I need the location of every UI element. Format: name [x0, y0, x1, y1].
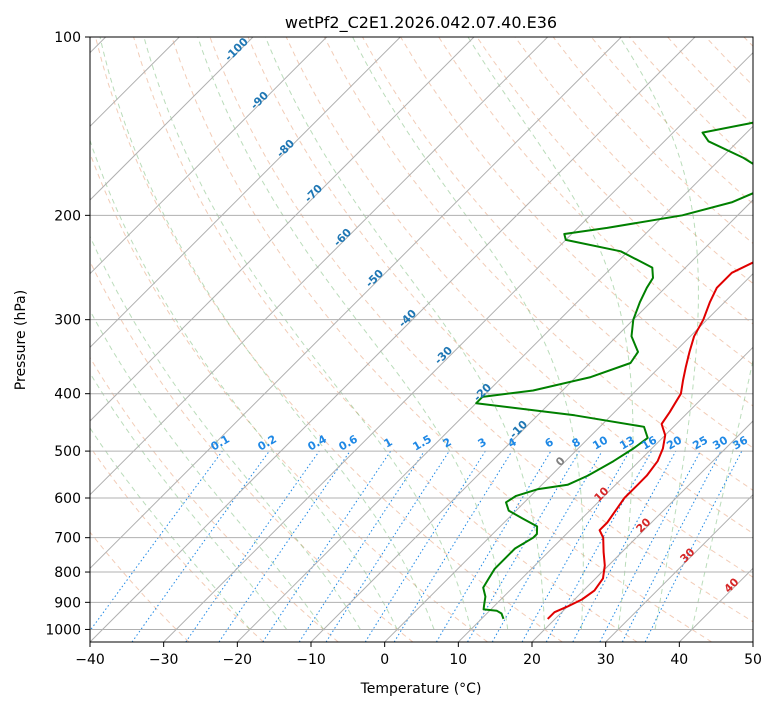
dry-adiabat-line — [90, 445, 264, 642]
x-tick-label: −20 — [223, 652, 253, 668]
isotherm-line — [90, 37, 696, 642]
mixing-ratio-line — [262, 450, 392, 642]
background-lines — [90, 37, 753, 642]
mixing-ratio-line — [90, 450, 223, 632]
dry-adiabat-line — [514, 37, 753, 285]
dry-adiabat-line — [95, 37, 563, 642]
moist-adiabat-line — [90, 427, 251, 630]
x-tick-label: −40 — [75, 652, 105, 668]
y-tick-label: 400 — [54, 387, 81, 403]
y-tick-label: 100 — [54, 30, 81, 46]
y-tick-label: 500 — [54, 444, 81, 460]
isotherm-line — [90, 37, 254, 201]
y-tick-label: 200 — [54, 208, 81, 224]
moist-adiabat-line — [264, 37, 546, 630]
moist-adiabat-line — [90, 235, 361, 630]
dry-adiabat-line — [90, 356, 339, 642]
isotherm-line — [236, 125, 753, 642]
isotherm-line — [90, 37, 328, 275]
moist-adiabat-line — [691, 357, 753, 630]
isotherm-line — [457, 346, 753, 642]
isotherm-line — [163, 51, 753, 642]
moist-adiabat-line — [90, 138, 398, 630]
y-tick-label: 600 — [54, 491, 81, 507]
x-tick-label: 0 — [380, 652, 389, 668]
isotherm-line — [90, 37, 475, 422]
moist-adiabat-line — [352, 37, 584, 630]
chart-title: wetPf2_C2E1.2026.042.07.40.E36 — [285, 13, 557, 33]
dry-adiabat-line — [400, 37, 753, 407]
mixing-ratio-line — [131, 450, 270, 642]
x-tick-label: 30 — [597, 652, 615, 668]
mixing-ratio-line — [325, 450, 450, 642]
isotherm-line — [90, 37, 622, 570]
mixing-ratio-line — [218, 450, 351, 642]
isotherm-line — [384, 272, 753, 642]
dry-adiabat-line — [171, 37, 712, 642]
x-axis-label: Temperature (°C) — [360, 681, 482, 697]
x-tick-label: −10 — [296, 652, 326, 668]
isotherm-line — [531, 420, 753, 642]
dry-adiabat-line — [362, 37, 753, 449]
mixing-ratio-line — [393, 450, 513, 642]
mixing-ratio-line — [644, 450, 743, 642]
dewpoint-line — [475, 121, 753, 620]
x-tick-label: −30 — [149, 652, 179, 668]
moist-adiabat-line — [467, 37, 634, 630]
temperature-line — [546, 261, 753, 620]
isotherm-line — [90, 37, 401, 349]
dry-adiabat-line — [209, 37, 753, 623]
mixing-ratio-line — [521, 450, 630, 642]
mixing-ratio-line — [298, 450, 425, 642]
x-tick-label: 50 — [744, 652, 762, 668]
isotherm-line — [310, 199, 753, 642]
y-tick-label: 900 — [54, 595, 81, 611]
dry-adiabat-line — [247, 37, 753, 578]
x-tick-label: 10 — [449, 652, 467, 668]
y-axis-label: Pressure (hPa) — [13, 290, 29, 390]
dry-adiabat-line — [90, 531, 190, 642]
y-axis: 100 200 300 400 500 600 700 800 900 1000 — [45, 30, 90, 638]
x-axis: −40 −30 −20 −10 0 10 20 30 40 50 — [75, 642, 762, 668]
series-lines — [475, 121, 753, 620]
isotherm-line — [90, 37, 549, 496]
y-tick-label: 300 — [54, 313, 81, 329]
moist-adiabat-line — [99, 37, 435, 630]
y-tick-label: 800 — [54, 565, 81, 581]
y-tick-label: 700 — [54, 531, 81, 547]
mixing-ratio-line — [572, 450, 677, 642]
dry-adiabat-line — [90, 151, 488, 642]
x-tick-label: 40 — [670, 652, 688, 668]
moist-adiabat-line — [619, 37, 699, 630]
y-tick-label: 1000 — [45, 622, 81, 638]
dry-adiabat-line — [133, 37, 638, 642]
plot-frame — [89, 36, 754, 643]
moist-adiabat-line — [197, 37, 509, 630]
mixing-ratio-line — [185, 450, 320, 642]
x-tick-label: 20 — [523, 652, 541, 668]
isotherm-line — [605, 493, 753, 642]
